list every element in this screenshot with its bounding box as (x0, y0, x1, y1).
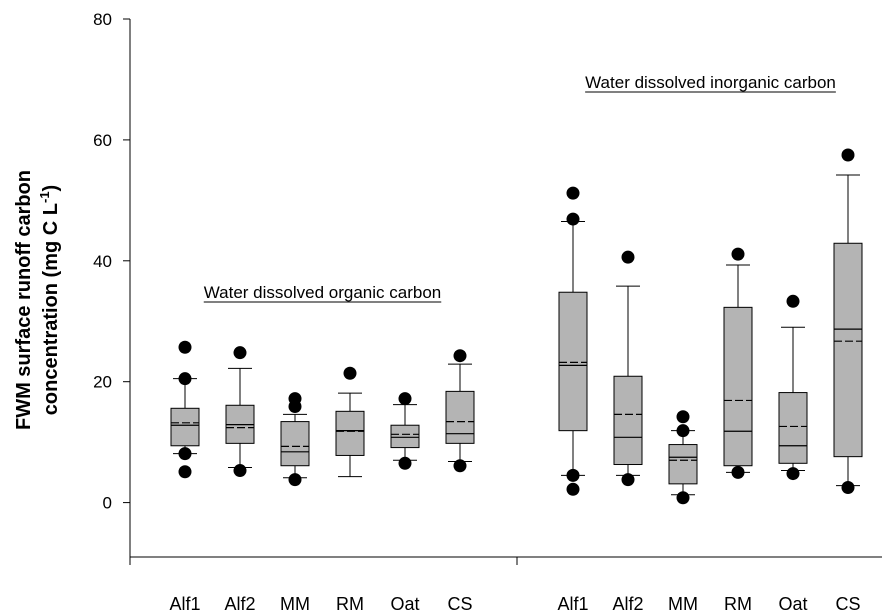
box (778, 392, 808, 464)
outlier (398, 456, 412, 470)
x-tick-label: RM (724, 594, 752, 612)
outlier (178, 447, 192, 461)
group-label: Water dissolved inorganic carbon (585, 73, 836, 92)
outlier (676, 410, 690, 424)
box (668, 444, 698, 485)
outlier (566, 186, 580, 200)
x-tick-label: CS (835, 594, 860, 612)
outlier (453, 459, 467, 473)
outlier (786, 294, 800, 308)
outlier (566, 212, 580, 226)
outlier (178, 465, 192, 479)
outlier (453, 349, 467, 363)
y-label-text: concentration (mg C L (40, 203, 62, 415)
x-tick-label: Oat (390, 594, 419, 612)
outlier (621, 473, 635, 487)
y-tick-label: 80 (93, 10, 112, 29)
outlier (233, 346, 247, 360)
y-tick-label: 60 (93, 131, 112, 150)
y-axis-label: FWM surface runoff carbon concentration … (13, 170, 62, 430)
box (613, 375, 643, 466)
outlier (178, 372, 192, 386)
outlier (233, 464, 247, 478)
outlier (621, 250, 635, 264)
outlier (288, 473, 302, 487)
outlier (178, 340, 192, 354)
outlier (343, 366, 357, 380)
box (280, 421, 310, 467)
group-label: Water dissolved organic carbon (204, 283, 442, 302)
outlier (676, 424, 690, 438)
outlier (566, 468, 580, 482)
outlier (288, 399, 302, 413)
outlier (731, 465, 745, 479)
x-tick-label: Alf1 (557, 594, 588, 612)
outlier (676, 491, 690, 505)
x-tick-label: Alf2 (224, 594, 255, 612)
x-tick-label: Alf1 (169, 594, 200, 612)
y-label-end: ) (40, 185, 62, 192)
outlier (841, 480, 855, 494)
outlier (841, 148, 855, 162)
x-tick-label: CS (447, 594, 472, 612)
x-tick-label: MM (280, 594, 310, 612)
x-tick-label: Oat (778, 594, 807, 612)
x-tick-label: Alf2 (612, 594, 643, 612)
box (558, 291, 588, 432)
box (445, 390, 475, 444)
y-label-superscript: -1 (37, 191, 52, 203)
y-tick-label: 40 (93, 252, 112, 271)
y-tick-label: 0 (103, 494, 112, 513)
y-label-line1: FWM surface runoff carbon (13, 170, 35, 430)
y-label-line2: concentration (mg C L-1) (37, 185, 62, 415)
outlier (786, 467, 800, 481)
box (170, 407, 200, 447)
x-tick-label: RM (336, 594, 364, 612)
box (390, 424, 420, 449)
outlier (566, 482, 580, 496)
outlier (731, 247, 745, 261)
box (723, 306, 753, 467)
y-tick-label: 20 (93, 373, 112, 392)
x-tick-label: MM (668, 594, 698, 612)
box (833, 242, 863, 458)
outlier (398, 392, 412, 406)
box (335, 410, 365, 456)
